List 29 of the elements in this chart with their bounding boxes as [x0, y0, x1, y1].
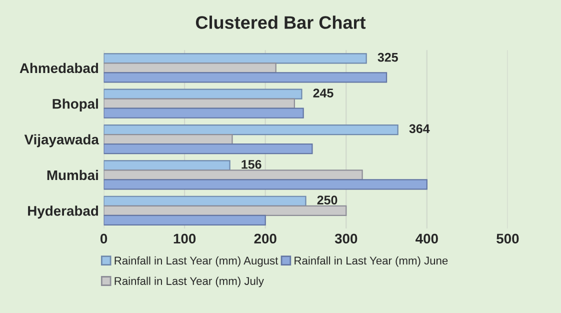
x-tick-label: 100	[174, 234, 196, 244]
y-tick-label: Hyderabad	[28, 206, 98, 219]
y-tick-label: Ahmedabad	[20, 62, 98, 74]
chart-title: Clustered Bar Chart	[196, 16, 366, 29]
y-tick-label: Vijayawada	[24, 134, 100, 148]
x-tick-label: 300	[334, 234, 358, 244]
bar	[104, 124, 398, 136]
data-label: 156	[242, 160, 262, 169]
bar	[104, 108, 304, 118]
bar	[104, 143, 313, 154]
legend-label: Rainfall in Last Year (mm) August	[114, 256, 278, 267]
legend-label: Rainfall in Last Year (mm) June	[294, 256, 448, 267]
data-label: 245	[313, 88, 334, 98]
x-tick-label: 400	[416, 234, 438, 244]
bar	[104, 88, 302, 100]
legend-label: Rainfall in Last Year (mm) July	[114, 276, 264, 288]
y-tick-label: Bhopal	[52, 98, 98, 112]
bar	[104, 72, 388, 83]
data-label: 250	[317, 196, 338, 204]
data-label: 325	[378, 52, 398, 62]
x-tick-label: 0	[100, 234, 108, 244]
y-tick-label: Mumbai	[47, 170, 98, 180]
x-tick-label: 500	[496, 234, 519, 244]
bar	[104, 214, 266, 226]
bar	[104, 205, 347, 216]
x-tick-label: 200	[254, 234, 276, 244]
bar	[104, 179, 428, 190]
bar	[104, 53, 367, 64]
data-label: 364	[409, 124, 430, 134]
